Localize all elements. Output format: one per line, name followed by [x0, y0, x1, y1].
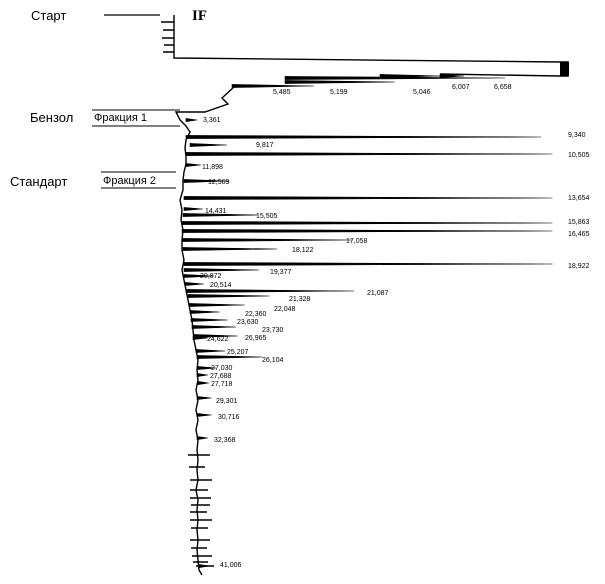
retention-time-label: 14,431: [205, 208, 227, 215]
fraction1-label: Фракция 1: [94, 112, 147, 124]
retention-time-label: 27,030: [211, 365, 233, 372]
peak: [182, 213, 259, 217]
retention-time-label: 15,505: [256, 213, 278, 220]
retention-time-label: 25,207: [227, 349, 249, 356]
retention-time-label: 29,301: [216, 398, 238, 405]
fraction2-label: Фракция 2: [103, 175, 156, 187]
peak: [190, 318, 228, 322]
retention-time-label: 5,046: [413, 89, 431, 96]
retention-time-label: 13,654: [568, 195, 590, 202]
retention-time-label: 24,622: [207, 336, 229, 343]
peak: [183, 207, 203, 211]
standard-label: Стандарт: [10, 174, 67, 189]
retention-time-label: 9,817: [256, 142, 274, 149]
peak: [196, 396, 212, 400]
retention-time-label: 15,863: [568, 219, 590, 226]
retention-time-label: 12,569: [208, 179, 230, 186]
peak: [181, 221, 553, 225]
peak: [185, 289, 355, 293]
baseline-trace: [174, 85, 236, 576]
peak: [196, 436, 208, 440]
peak: [379, 74, 444, 78]
peak: [185, 118, 198, 122]
retention-time-label: 27,718: [211, 381, 233, 388]
peak: [185, 152, 553, 156]
peak: [196, 413, 212, 417]
retention-time-label: 11,898: [202, 164, 223, 171]
retention-time-label: 5,199: [330, 89, 348, 96]
peak: [189, 143, 228, 147]
retention-time-label: 6,658: [494, 84, 512, 91]
retention-time-label: 23,730: [262, 327, 284, 334]
retention-time-label: 22,048: [274, 306, 296, 313]
peak: [183, 262, 553, 266]
peak: [189, 310, 220, 314]
peak: [183, 179, 230, 183]
peak: [188, 303, 245, 307]
peak: [185, 163, 201, 167]
peak: [198, 564, 210, 568]
peak: [187, 294, 270, 298]
retention-time-label: 41,006: [220, 562, 242, 569]
peak: [284, 80, 396, 84]
retention-time-label: 30,716: [218, 414, 240, 421]
retention-time-label: 10,505: [568, 152, 590, 159]
retention-time-label: 19,377: [270, 269, 292, 276]
peaks-layer: 5,485 5,199 5,046 6,007 6,658 3,361 9,340 9,817…: [181, 74, 590, 569]
retention-time-label: 22,360: [245, 311, 267, 318]
retention-time-label: 26,104: [262, 357, 284, 364]
peak: [181, 238, 353, 242]
peak: [184, 282, 204, 286]
retention-time-label: 21,087: [367, 290, 389, 297]
retention-time-label: 3,361: [203, 117, 221, 124]
peak: [181, 229, 553, 233]
retention-time-label: 23,630: [237, 319, 259, 326]
retention-time-label: 26,965: [245, 335, 267, 342]
retention-time-label: 32,368: [214, 437, 236, 444]
retention-time-label: 6,007: [452, 84, 470, 91]
peak: [182, 247, 278, 251]
retention-time-label: 17,058: [346, 238, 368, 245]
retention-time-label: 9,340: [568, 132, 586, 139]
peak: [231, 84, 315, 88]
peak: [196, 355, 263, 359]
retention-time-label: 5,485: [273, 89, 291, 96]
retention-time-label: 20,514: [210, 282, 232, 289]
retention-time-label: 27,688: [210, 373, 232, 380]
retention-time-label: 18,922: [568, 263, 590, 270]
peak: [439, 74, 465, 78]
solvent-front: [161, 15, 569, 77]
peak: [197, 366, 217, 370]
peak: [196, 373, 208, 377]
peak: [195, 349, 226, 353]
peak: [183, 196, 553, 200]
retention-time-label: 18,122: [292, 247, 314, 254]
peak: [191, 325, 237, 329]
peak: [183, 274, 215, 278]
peak: [183, 268, 260, 272]
retention-time-label: 16,465: [568, 231, 590, 238]
benzene-label: Бензол: [30, 110, 73, 125]
start-label: Старт: [31, 8, 66, 23]
retention-time-label: 21,328: [289, 296, 311, 303]
baseline-noise: [188, 454, 214, 567]
peak: [197, 381, 209, 385]
peak: [193, 334, 238, 338]
if-marker-label: IF: [192, 8, 207, 24]
peak: [185, 135, 542, 139]
retention-time-label: 20,872: [200, 273, 222, 280]
